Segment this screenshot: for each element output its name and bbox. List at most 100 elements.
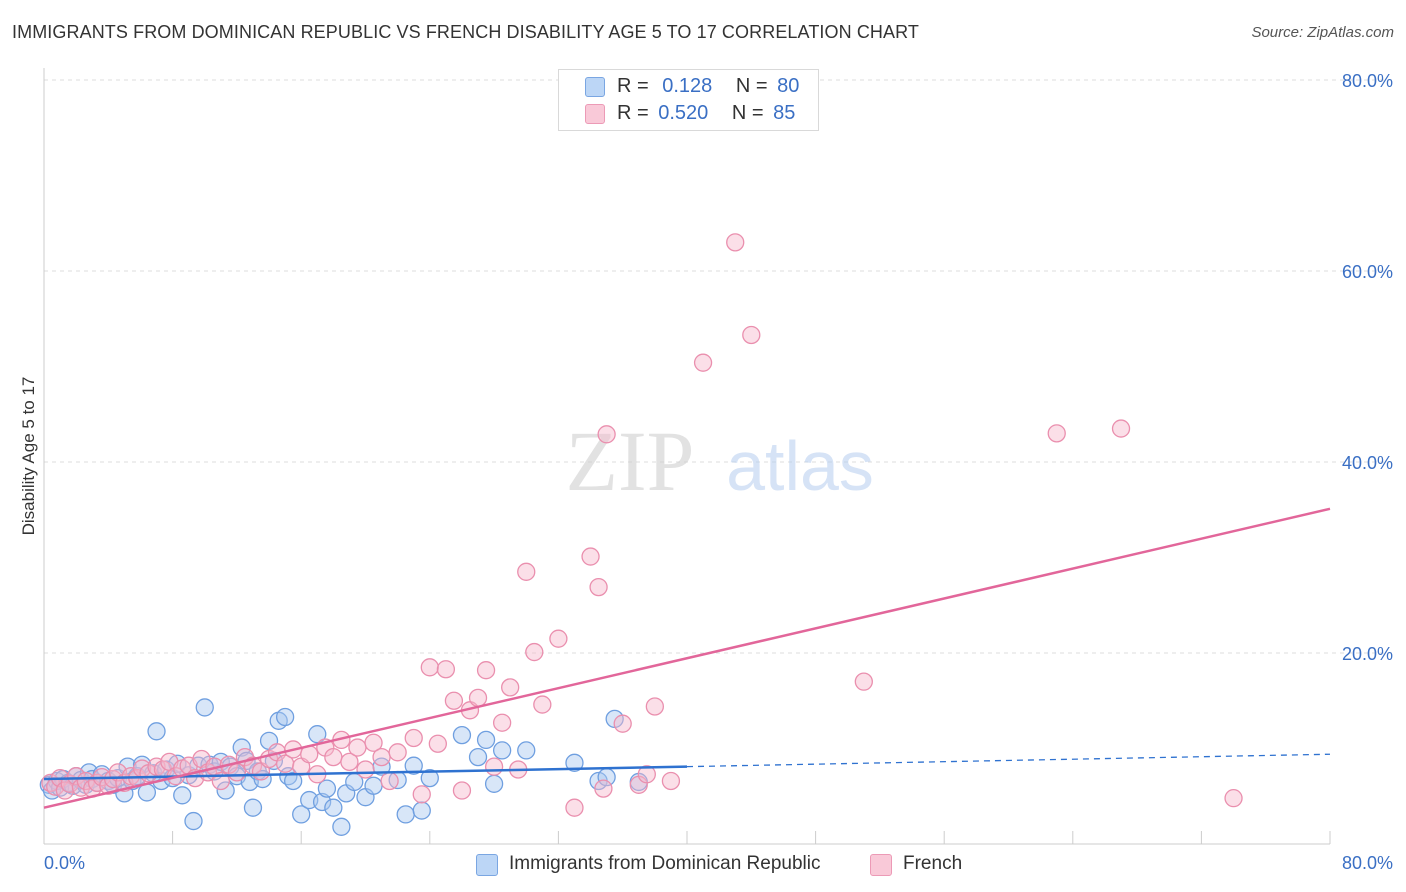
data-point-french bbox=[594, 779, 613, 798]
data-point-dominican bbox=[492, 741, 512, 760]
data-point-dominican bbox=[332, 817, 351, 836]
data-point-dominican bbox=[324, 798, 343, 817]
data-point-dominican bbox=[308, 725, 327, 744]
legend-label-french: French bbox=[903, 853, 963, 874]
grid-lines bbox=[43, 79, 1394, 844]
legend-swatch-pink bbox=[870, 854, 892, 876]
data-point-dominican bbox=[404, 756, 423, 775]
correlation-legend: R = 0.128 N = 80 R = 0.520 N = 85 bbox=[558, 69, 819, 131]
data-point-dominican bbox=[195, 698, 214, 717]
data-point-french bbox=[420, 658, 439, 677]
x-tick-label: 80.0% bbox=[1342, 853, 1393, 873]
data-point-french bbox=[380, 771, 399, 791]
data-point-dominican bbox=[184, 811, 203, 831]
data-point-french bbox=[637, 765, 656, 784]
data-point-dominican bbox=[173, 786, 192, 805]
legend-n-value: 80 bbox=[777, 75, 800, 97]
y-tick-label: 20.0% bbox=[1342, 644, 1393, 664]
data-point-dominican bbox=[396, 805, 415, 824]
trend-line-dominican-extension bbox=[686, 753, 1331, 768]
data-point-french bbox=[404, 728, 423, 748]
data-point-french bbox=[1224, 789, 1243, 808]
legend-r-value: 0.520 bbox=[658, 102, 709, 124]
data-point-french bbox=[412, 785, 431, 804]
data-point-french bbox=[645, 697, 664, 716]
data-point-french bbox=[348, 738, 367, 757]
data-point-french bbox=[581, 547, 600, 566]
legend-r-label: R = bbox=[617, 102, 649, 124]
data-point-french bbox=[501, 678, 520, 697]
series-legend: Immigrants from Dominican Republic Frenc… bbox=[0, 852, 1406, 878]
axes bbox=[43, 68, 1330, 845]
legend-n-label: N = bbox=[731, 102, 764, 124]
data-point-french bbox=[742, 325, 761, 345]
y-axis-label: Disability Age 5 to 17 bbox=[19, 377, 38, 536]
watermark: ZIP atlas bbox=[566, 413, 874, 509]
data-point-french bbox=[549, 629, 568, 648]
data-point-french bbox=[476, 661, 496, 680]
legend-swatch-blue bbox=[585, 77, 605, 97]
y-tick-label: 80.0% bbox=[1342, 71, 1393, 91]
data-point-french bbox=[452, 781, 472, 800]
data-point-french bbox=[364, 733, 383, 752]
data-point-french bbox=[1111, 419, 1131, 438]
data-point-french bbox=[356, 760, 375, 779]
legend-swatch-pink bbox=[585, 104, 605, 124]
data-point-dominican bbox=[137, 783, 157, 802]
data-point-french bbox=[67, 767, 86, 786]
data-point-french bbox=[693, 353, 713, 372]
data-point-french bbox=[517, 562, 536, 581]
legend-label-dominican: Immigrants from Dominican Republic bbox=[509, 853, 821, 874]
data-point-dominican bbox=[565, 753, 584, 772]
data-point-french bbox=[444, 691, 464, 710]
data-point-french bbox=[324, 747, 343, 767]
data-point-french bbox=[1047, 424, 1066, 443]
legend-n-label: N = bbox=[735, 75, 768, 97]
y-tick-label: 40.0% bbox=[1342, 453, 1393, 473]
watermark-atlas: atlas bbox=[726, 427, 874, 505]
data-point-french bbox=[726, 233, 745, 252]
data-point-french bbox=[340, 752, 359, 772]
data-point-french bbox=[436, 660, 456, 679]
data-point-dominican bbox=[317, 779, 337, 798]
data-point-dominican bbox=[484, 774, 504, 793]
data-point-french bbox=[533, 695, 552, 714]
data-point-french bbox=[613, 714, 632, 733]
data-point-dominican bbox=[284, 771, 303, 791]
data-point-french bbox=[484, 757, 504, 776]
tick-labels: 20.0% 40.0% 60.0% 80.0% 0.0% 80.0% bbox=[44, 71, 1393, 873]
legend-n-value: 85 bbox=[773, 102, 796, 124]
data-point-dominican bbox=[517, 741, 536, 760]
trend-lines bbox=[43, 507, 1331, 809]
data-point-french bbox=[525, 642, 544, 662]
data-point-dominican bbox=[420, 768, 439, 788]
data-point-dominican bbox=[275, 707, 295, 727]
data-point-french bbox=[227, 763, 247, 782]
trend-line-dominican bbox=[43, 765, 688, 781]
data-point-dominican bbox=[364, 776, 383, 795]
source-label: Source: ZipAtlas.com bbox=[1251, 24, 1394, 41]
data-point-french bbox=[388, 743, 407, 762]
data-point-dominican bbox=[452, 725, 472, 745]
legend-r-value: 0.128 bbox=[662, 75, 713, 97]
data-point-dominican bbox=[292, 805, 311, 824]
data-point-dominican bbox=[216, 781, 235, 800]
data-point-french bbox=[854, 672, 873, 691]
data-point-dominican bbox=[468, 747, 488, 767]
legend-r-label: R = bbox=[617, 75, 649, 97]
data-point-french bbox=[428, 734, 447, 753]
data-point-french bbox=[565, 798, 584, 817]
data-point-french bbox=[597, 425, 616, 444]
trend-line-french bbox=[43, 507, 1331, 809]
data-point-french bbox=[492, 713, 512, 732]
data-point-french bbox=[661, 771, 681, 791]
data-point-french bbox=[468, 688, 488, 708]
data-point-dominican bbox=[412, 801, 431, 820]
chart-title: IMMIGRANTS FROM DOMINICAN REPUBLIC VS FR… bbox=[12, 22, 919, 42]
data-point-french bbox=[372, 747, 391, 767]
data-point-french bbox=[589, 577, 608, 597]
data-point-dominican bbox=[147, 722, 166, 741]
data-point-dominican bbox=[476, 730, 496, 750]
y-tick-label: 60.0% bbox=[1342, 262, 1393, 282]
